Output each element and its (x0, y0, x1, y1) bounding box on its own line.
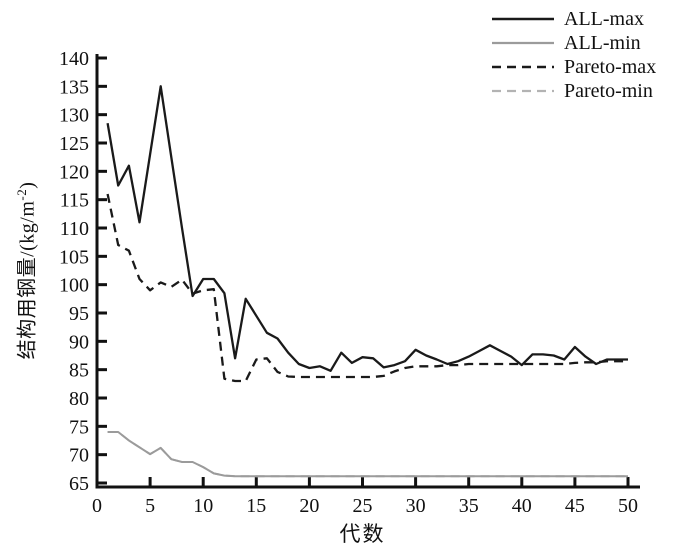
y-tick-label: 90 (69, 331, 89, 353)
legend-line-sample (492, 89, 554, 93)
y-tick-label: 105 (59, 246, 89, 268)
x-tick-label: 5 (145, 495, 155, 517)
x-tick-label: 15 (246, 495, 266, 517)
y-tick-label: 115 (60, 190, 89, 212)
legend-line-sample (492, 65, 554, 69)
x-tick-label: 40 (512, 495, 532, 517)
y-tick-label: 95 (69, 303, 89, 325)
legend-item-all-max: ALL-max (492, 8, 656, 30)
legend-item-pareto-min: Pareto-min (492, 80, 656, 102)
legend-label: Pareto-max (564, 55, 657, 78)
y-tick-label: 120 (59, 161, 89, 183)
series-line-pareto-max (106, 193, 628, 383)
x-tick-label: 20 (299, 495, 319, 517)
series-line-all-max (106, 85, 628, 372)
x-tick-label: 35 (459, 495, 479, 517)
y-tick-label: 140 (59, 48, 89, 70)
y-tick-label: 70 (69, 445, 89, 467)
legend: ALL-max ALL-min Pareto-max Pareto-min (492, 8, 656, 102)
legend-item-pareto-max: Pareto-max (492, 56, 656, 78)
y-tick-label: 65 (69, 473, 89, 495)
y-tick-label: 125 (59, 133, 89, 155)
y-tick-label: 110 (60, 218, 89, 240)
y-tick-label: 75 (69, 416, 89, 438)
series-line-all-min (107, 431, 628, 478)
legend-label: Pareto-min (564, 79, 653, 102)
legend-label: ALL-min (564, 31, 641, 54)
legend-label: ALL-max (564, 7, 644, 30)
y-tick-label: 135 (59, 76, 89, 98)
legend-item-all-min: ALL-min (492, 32, 656, 54)
x-axis-title: 代数 (339, 522, 386, 546)
x-tick-label: 10 (193, 495, 213, 517)
x-tick-label: 25 (353, 495, 373, 517)
x-tick-label: 50 (618, 495, 638, 517)
series-line-pareto-min (107, 431, 628, 478)
y-tick-label: 85 (69, 360, 89, 382)
x-tick-label: 45 (565, 495, 585, 517)
y-tick-label: 80 (69, 388, 89, 410)
y-tick-label: 100 (59, 275, 89, 297)
x-tick-label: 0 (92, 495, 102, 517)
y-tick-label: 130 (59, 105, 89, 127)
x-tick-label: 30 (406, 495, 426, 517)
legend-line-sample (492, 17, 554, 21)
legend-line-sample (492, 41, 554, 45)
